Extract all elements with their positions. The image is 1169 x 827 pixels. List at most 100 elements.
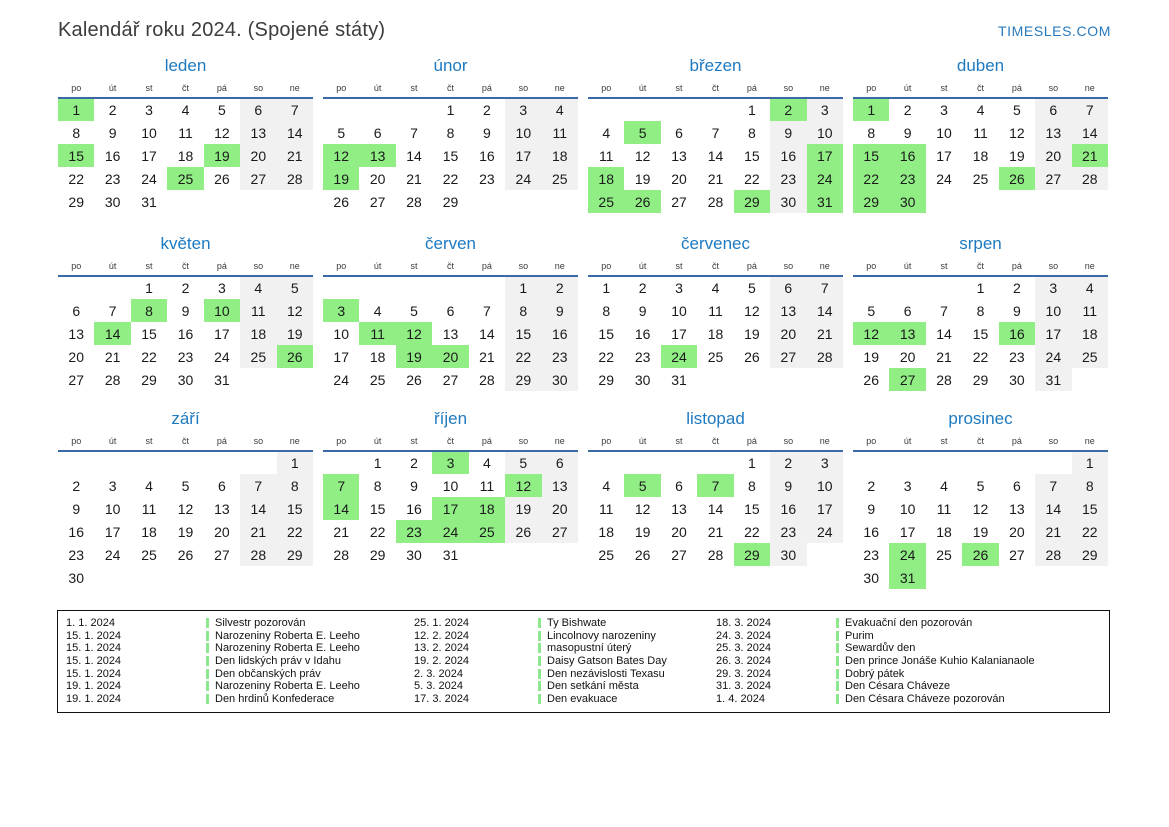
week-row: 30 xyxy=(58,566,313,589)
weekend-day-cell: 23 xyxy=(770,520,807,543)
month-title-january[interactable]: leden xyxy=(164,56,207,75)
month-title-may[interactable]: květen xyxy=(160,234,211,253)
legend-holiday-name: Narozeniny Roberta E. Leeho xyxy=(215,680,360,693)
week-row: 28 29 30 31 xyxy=(323,543,578,566)
month-title-march[interactable]: březen xyxy=(689,56,742,75)
day-cell: 3 xyxy=(108,477,117,494)
day-cell: 6 xyxy=(373,124,382,141)
week-row: 23 24 25 26 27 28 29 xyxy=(853,543,1108,566)
day-cell xyxy=(131,566,167,589)
day-cell: 31 xyxy=(141,193,157,210)
day-cell xyxy=(204,566,240,589)
day-cell xyxy=(94,566,130,589)
day-cell: 2 xyxy=(867,477,876,494)
holiday-marker-icon xyxy=(538,643,541,654)
weekend-day-cell: 14 xyxy=(240,497,277,520)
brand-link[interactable]: TIMESLES.COM xyxy=(998,23,1111,39)
legend-holiday-name: Den Césara Cháveze pozorován xyxy=(845,692,1005,705)
weekend-day-cell: 8 xyxy=(505,299,542,322)
day-cell: 20 xyxy=(369,170,386,187)
day-cell: 14 xyxy=(707,500,724,517)
legend-entry: 15. 1. 2024 Den občanských práv xyxy=(66,667,414,680)
legend-entry: 25. 3. 2024 Sewardův den xyxy=(716,642,1101,655)
weekend-day-cell: 7 xyxy=(240,474,277,497)
weekday-label: ne xyxy=(541,436,578,452)
weekend-day-cell: 4 xyxy=(541,98,578,121)
week-row: 24 25 26 27 28 29 30 xyxy=(323,368,578,391)
day-cell xyxy=(999,566,1035,589)
legend-holiday-name: Den Césara Cháveze xyxy=(845,680,951,693)
month-title-october[interactable]: říjen xyxy=(433,409,468,428)
weekend-day-cell: 13 xyxy=(541,474,578,497)
legend-date: 18. 3. 2024 xyxy=(716,617,772,630)
day-cell xyxy=(853,276,889,299)
holiday-marker-icon xyxy=(836,681,839,692)
weekend-day-cell: 5 xyxy=(505,451,542,474)
holiday-day-cell: 29 xyxy=(853,190,890,213)
day-cell xyxy=(469,543,505,566)
week-row: 1 xyxy=(853,451,1108,474)
day-cell xyxy=(926,276,962,299)
month-title-november[interactable]: listopad xyxy=(686,409,745,428)
month-title-june[interactable]: červen xyxy=(424,234,477,253)
holiday-day-cell: 24 xyxy=(889,543,926,566)
day-cell: 4 xyxy=(711,280,720,296)
month-title-september[interactable]: září xyxy=(171,409,200,428)
weekday-label: po xyxy=(853,436,890,452)
month-title-december[interactable]: prosinec xyxy=(948,409,1013,428)
day-cell: 8 xyxy=(976,302,985,319)
month-title-july[interactable]: červenec xyxy=(681,234,750,253)
legend-date: 25. 1. 2024 xyxy=(414,617,470,630)
legend-date: 29. 3. 2024 xyxy=(716,667,772,680)
day-cell xyxy=(240,566,276,589)
weekend-day-cell: 22 xyxy=(505,345,542,368)
day-cell: 28 xyxy=(333,546,349,563)
weekend-day-cell: 15 xyxy=(505,322,542,345)
month-table-april: po út st čt pá so ne 1 2 3 4 5 6 7 8 9 10 11 12 13 14 15 16 17 1… xyxy=(853,83,1108,213)
day-cell: 27 xyxy=(671,193,687,210)
day-cell: 14 xyxy=(406,147,422,164)
weekend-day-cell: 3 xyxy=(1035,276,1072,299)
weekend-day-cell: 21 xyxy=(276,144,313,167)
legend-holiday-name: Narozeniny Roberta E. Leeho xyxy=(215,629,360,642)
holiday-marker-icon xyxy=(538,681,541,692)
weekend-day-cell: 10 xyxy=(1035,299,1072,322)
week-row: 16 17 18 19 20 21 22 xyxy=(58,520,313,543)
day-cell: 19 xyxy=(634,170,651,187)
day-cell: 6 xyxy=(675,477,683,494)
weekend-day-cell: 13 xyxy=(1035,121,1072,144)
day-cell xyxy=(542,543,578,566)
legend-entry: 2. 3. 2024 Den nezávislosti Texasu xyxy=(414,667,716,680)
day-cell: 6 xyxy=(446,302,455,319)
weekday-label: pá xyxy=(998,436,1036,452)
legend-holiday-name: Dobrý pátek xyxy=(845,667,905,680)
day-cell: 9 xyxy=(867,500,876,517)
day-cell: 9 xyxy=(181,302,190,319)
day-cell: 5 xyxy=(748,280,756,296)
week-row: 27 28 29 30 31 xyxy=(58,368,313,391)
weekday-label: po xyxy=(58,83,95,99)
week-row: 8 9 10 11 12 13 14 xyxy=(58,121,313,144)
day-cell xyxy=(661,451,697,474)
day-cell: 18 xyxy=(177,147,194,164)
day-cell: 25 xyxy=(369,371,386,388)
month-title-february[interactable]: únor xyxy=(433,56,468,75)
legend-date: 13. 2. 2024 xyxy=(414,642,470,655)
weekend-day-cell: 10 xyxy=(806,121,843,144)
legend-date: 25. 3. 2024 xyxy=(716,642,772,655)
day-cell xyxy=(323,98,359,121)
day-cell xyxy=(962,566,998,589)
month-title-april[interactable]: duben xyxy=(956,56,1005,75)
weekday-label: ne xyxy=(276,83,313,99)
weekday-label: st xyxy=(925,83,963,99)
weekend-day-cell: 8 xyxy=(276,474,313,497)
month-title-august[interactable]: srpen xyxy=(959,234,1002,253)
weekday-label: po xyxy=(323,436,360,452)
legend-holiday-name: Ty Bishwate xyxy=(547,617,607,630)
day-cell xyxy=(807,368,843,391)
month-table-june: po út st čt pá so ne 1 2 3 4 5 6 7 8 9 10 11 12 13 14 15 16 17 1… xyxy=(323,261,578,391)
holiday-day-cell: 15 xyxy=(58,144,95,167)
day-cell: 17 xyxy=(104,523,121,540)
